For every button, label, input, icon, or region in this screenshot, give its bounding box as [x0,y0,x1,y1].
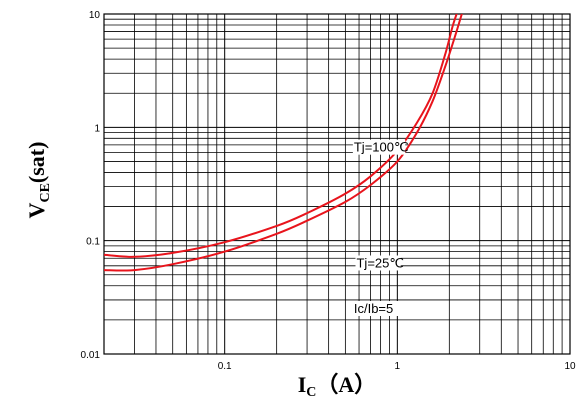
annotation-background [352,301,406,317]
y-tick-label: 10 [89,10,101,21]
y-axis-label-main: V [24,202,49,218]
y-axis-label-rest: (sat) [24,142,49,184]
series-line-tj25 [104,14,463,272]
series-line-tj100 [104,14,458,258]
plot-frame [103,13,571,355]
annotation-label: Tj=25℃ [356,255,403,270]
y-tick-label: 0.01 [81,350,101,361]
y-tick-labels: 0.01 0.1 1 10 [81,10,101,361]
x-tick-labels: 0.1 1 10 [218,361,576,372]
annotation-background [355,255,401,271]
series-group [104,14,463,272]
y-tick-label: 0.1 [86,237,100,248]
annotations: Tj=100℃ Tj=25℃ Ic/Ib=5 [352,139,409,317]
x-tick-label: 1 [395,361,401,372]
x-axis-label: IC（A） [298,372,377,400]
x-axis-label-main: I [298,372,307,397]
y-axis-label: VCE(sat) [24,142,53,219]
y-axis-label-sub: CE [38,183,53,202]
annotation-label: Ic/Ib=5 [354,301,393,316]
x-axis-label-unit: （A） [316,372,376,397]
grid-lines [103,14,571,355]
x-axis-label-sub: C [306,385,316,400]
y-tick-label: 1 [94,123,100,134]
x-tick-label: 0.1 [218,361,232,372]
annotation-background [352,139,406,155]
x-tick-label: 10 [564,361,576,372]
annotation-label: Tj=100℃ [354,140,409,155]
